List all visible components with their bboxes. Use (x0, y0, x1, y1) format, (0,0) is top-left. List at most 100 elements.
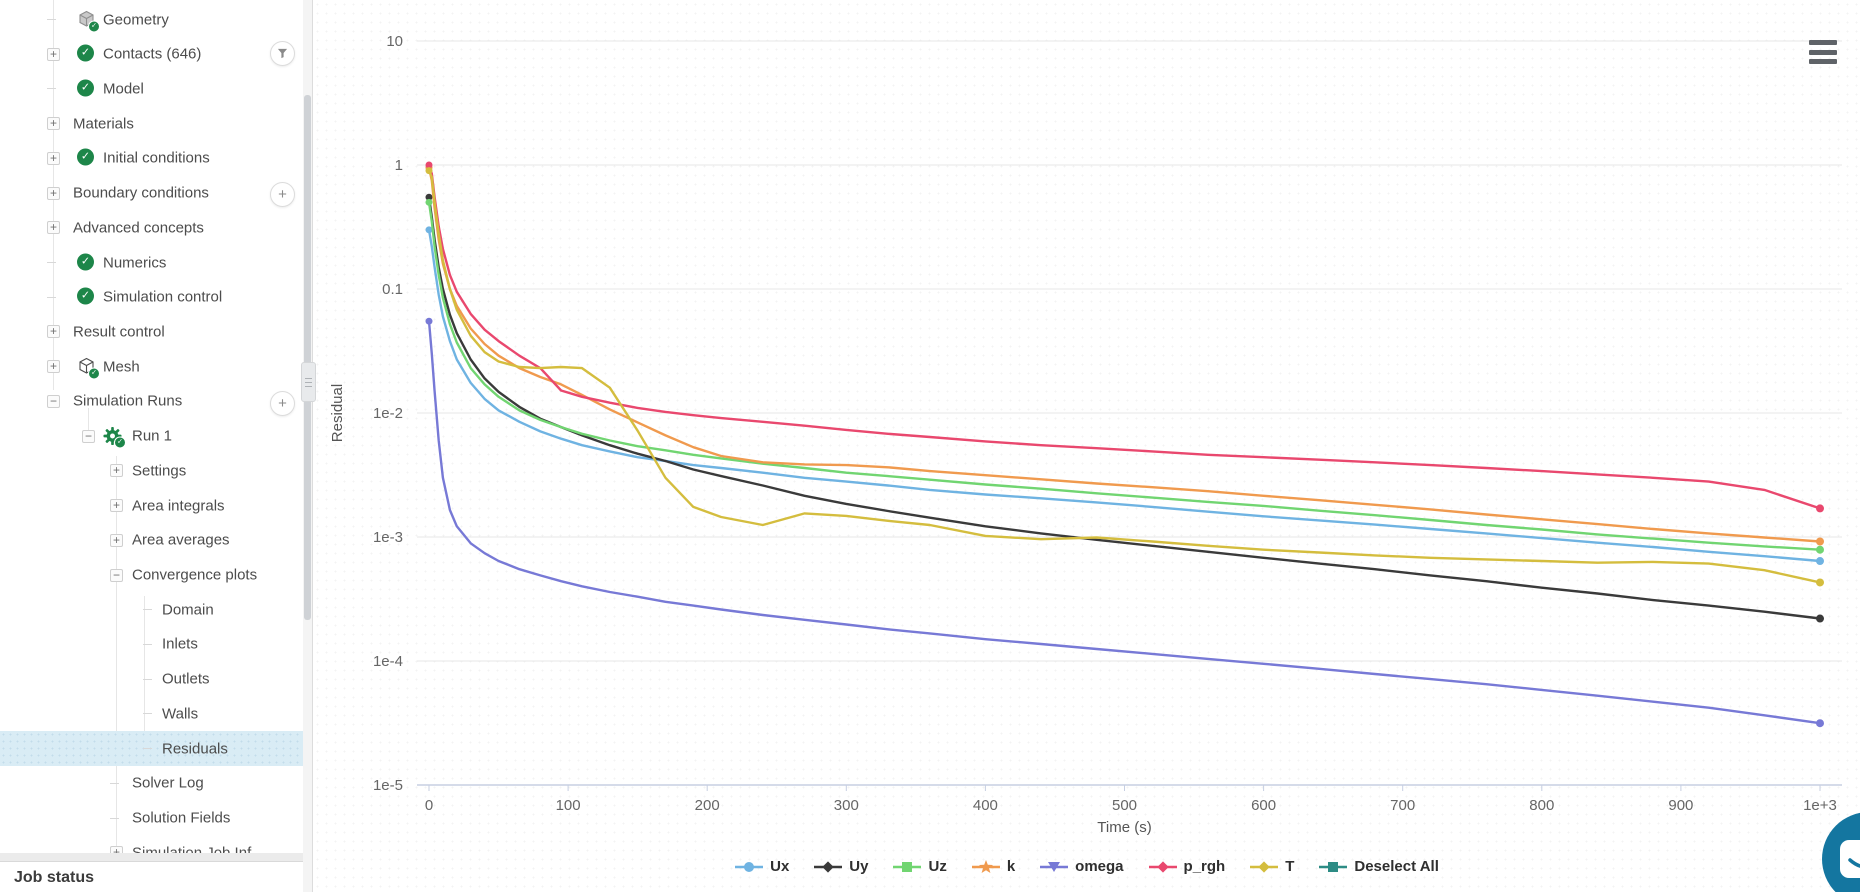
check-circle-icon: ✓ (77, 253, 96, 272)
sidebar-item-run-1[interactable]: − ✓ Run 1 (0, 419, 303, 454)
series-start-marker (425, 193, 433, 201)
check-circle-icon: ✓ (77, 79, 96, 98)
sidebar-item-label: Materials (73, 115, 134, 133)
sidebar-item-domain[interactable]: Domain (0, 592, 303, 627)
sidebar-item-label: Residuals (162, 740, 228, 758)
legend-item-p-rgh[interactable]: p_rgh (1148, 858, 1226, 875)
square-marker-icon (1319, 861, 1348, 872)
residuals-chart: 10 1 0.1 1e-2 1e-3 1e-4 1e-5 0 100 200 300 400 500 60… (329, 33, 1842, 836)
tree-connector (47, 296, 56, 298)
tree-scrollbar-thumb[interactable] (304, 95, 311, 620)
series-line-p-rgh[interactable] (427, 163, 1822, 510)
expand-icon[interactable]: + (47, 325, 60, 339)
tree-connector (143, 643, 152, 645)
sidebar-item-residuals[interactable]: Residuals (0, 731, 303, 767)
panel-separator (0, 853, 303, 861)
x-axis-tick-label: 900 (1668, 797, 1693, 814)
series-start-marker (425, 226, 433, 234)
sidebar-item-simulation-control[interactable]: ✓ Simulation control (0, 280, 303, 315)
sidebar-item-label: Boundary conditions (73, 184, 209, 202)
legend-label: Ux (770, 858, 790, 875)
sidebar-item-outlets[interactable]: Outlets (0, 662, 303, 697)
sidebar-item-area-integrals[interactable]: + Area integrals (0, 488, 303, 523)
expand-icon[interactable]: + (47, 186, 60, 200)
x-axis-tick-label: 200 (695, 797, 720, 814)
collapse-icon[interactable]: − (110, 568, 123, 582)
add-boundary-condition-button[interactable]: + (270, 182, 295, 207)
sidebar-item-walls[interactable]: Walls (0, 696, 303, 731)
expand-icon[interactable]: + (110, 846, 123, 853)
sidebar-item-initial-conditions[interactable]: + ✓ Initial conditions (0, 141, 303, 176)
chart-menu-button[interactable] (1809, 40, 1837, 64)
collapse-icon[interactable]: − (47, 394, 60, 408)
tree-connector (47, 19, 56, 20)
check-badge-icon: ✓ (114, 436, 126, 449)
sidebar-item-advanced-concepts[interactable]: + Advanced concepts (0, 210, 303, 245)
sidebar-item-boundary-conditions[interactable]: + Boundary conditions (0, 176, 303, 211)
series-line-uy[interactable] (427, 195, 1822, 620)
job-status-label: Job status (14, 868, 95, 886)
sidebar-item-result-control[interactable]: + Result control (0, 314, 303, 349)
legend-item-ux[interactable]: Ux (734, 858, 789, 875)
expand-icon[interactable]: + (110, 464, 123, 478)
series-line-t[interactable] (427, 169, 1822, 584)
legend-label: Uz (928, 858, 947, 875)
filter-contacts-button[interactable] (270, 41, 295, 66)
expand-icon[interactable]: + (47, 151, 60, 165)
expand-icon[interactable]: + (47, 47, 60, 61)
expand-icon[interactable]: + (47, 221, 60, 235)
splitter-grip[interactable] (301, 362, 316, 402)
series-line-uz[interactable] (427, 201, 1822, 551)
x-axis-tick-label: 500 (1112, 797, 1137, 814)
sidebar-item-area-averages[interactable]: + Area averages (0, 523, 303, 558)
legend-label: p_rgh (1183, 858, 1226, 875)
simulation-tree-sidebar: ✓ Geometry + ✓ Contacts (646) ✓ Model + Material… (0, 0, 303, 892)
chart-legend: Ux Uy Uz k omega p_rgh T Deselect All (313, 858, 1860, 875)
gear-icon: ✓ (103, 427, 126, 449)
legend-item-uz[interactable]: Uz (892, 858, 947, 875)
x-axis-tick-label: 700 (1390, 797, 1415, 814)
sidebar-item-solution-fields[interactable]: Solution Fields (0, 801, 303, 836)
legend-item-t[interactable]: T (1249, 858, 1294, 875)
chat-button[interactable] (1822, 812, 1860, 892)
sidebar-item-mesh[interactable]: + ✓ Mesh (0, 349, 303, 384)
legend-item-omega[interactable]: omega (1039, 858, 1124, 875)
sidebar-item-simulation-runs[interactable]: − Simulation Runs (0, 384, 303, 419)
legend-label: Uy (849, 858, 869, 875)
sidebar-item-geometry[interactable]: ✓ Geometry (0, 2, 303, 37)
expand-icon[interactable]: + (47, 117, 60, 131)
expand-icon[interactable]: + (110, 499, 123, 513)
sidebar-item-label: Simulation control (103, 288, 223, 306)
series-line-ux[interactable] (427, 228, 1822, 563)
legend-item-deselect-all[interactable]: Deselect All (1318, 858, 1439, 875)
sidebar-item-simulation-job-inf[interactable]: + Simulation Job Inf (0, 835, 303, 853)
series-line-k[interactable] (427, 166, 1822, 543)
tree-connector (47, 88, 56, 90)
series-line-omega[interactable] (427, 320, 1822, 725)
diamond-marker-icon (814, 860, 843, 873)
simulation-tree: ✓ Geometry + ✓ Contacts (646) ✓ Model + Material… (0, 0, 303, 853)
y-axis-tick-label: 1e-3 (373, 529, 403, 546)
collapse-icon[interactable]: − (82, 429, 95, 443)
x-axis-tick-label: 1e+3 (1803, 797, 1837, 814)
sidebar-item-model[interactable]: ✓ Model (0, 71, 303, 106)
sidebar-item-contacts-646[interactable]: + ✓ Contacts (646) (0, 37, 303, 72)
sidebar-item-convergence-plots[interactable]: − Convergence plots (0, 558, 303, 593)
sidebar-item-solver-log[interactable]: Solver Log (0, 766, 303, 801)
sidebar-item-materials[interactable]: + Materials (0, 106, 303, 141)
sidebar-item-inlets[interactable]: Inlets (0, 627, 303, 662)
new-simulation-run-button[interactable]: + (270, 391, 295, 416)
sidebar-item-label: Simulation Job Inf (132, 844, 252, 853)
legend-item-k[interactable]: k (971, 858, 1015, 875)
plus-icon: + (278, 395, 287, 412)
sidebar-item-settings[interactable]: + Settings (0, 453, 303, 488)
legend-label: T (1285, 858, 1295, 875)
expand-icon[interactable]: + (47, 360, 60, 374)
legend-label: omega (1075, 858, 1124, 875)
series-start-marker (425, 161, 433, 169)
job-status-bar[interactable]: Job status (0, 861, 303, 892)
expand-icon[interactable]: + (110, 533, 123, 547)
legend-item-uy[interactable]: Uy (813, 858, 868, 875)
star-marker-icon (971, 859, 1000, 873)
sidebar-item-numerics[interactable]: ✓ Numerics (0, 245, 303, 280)
